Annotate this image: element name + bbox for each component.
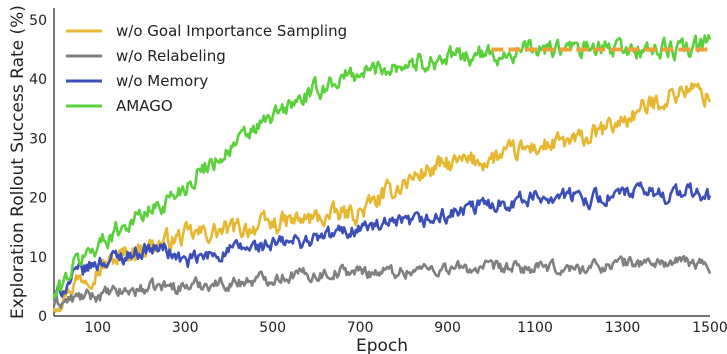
x-tick-label: 1500 (692, 320, 727, 336)
x-axis-ticks: 100 300 500 700 900 1100 1300 1500 (84, 320, 727, 336)
legend-label: w/o Memory (116, 72, 208, 90)
x-tick-label: 500 (259, 320, 286, 336)
y-tick-label: 10 (29, 250, 47, 266)
y-tick-label: 30 (29, 131, 47, 147)
legend-label: AMAGO (116, 97, 173, 115)
y-tick-label: 0 (38, 309, 47, 325)
y-axis-title: Exploration Rollout Success Rate (%) (8, 5, 28, 319)
x-tick-label: 1100 (517, 320, 553, 336)
legend-label: w/o Relabeling (116, 47, 226, 65)
x-tick-label: 300 (172, 320, 199, 336)
x-tick-label: 700 (347, 320, 374, 336)
legend-label: w/o Goal Importance Sampling (116, 22, 347, 40)
x-tick-label: 100 (84, 320, 111, 336)
x-axis-title: Epoch (356, 336, 408, 354)
plot-lines (52, 33, 712, 314)
y-tick-label: 40 (29, 72, 47, 88)
x-tick-label: 1300 (605, 320, 641, 336)
y-tick-label: 50 (29, 13, 47, 29)
y-axis-ticks: 0 10 20 30 40 50 (29, 13, 47, 325)
series-line (52, 82, 712, 314)
series-line (52, 254, 712, 310)
legend: w/o Goal Importance Sampling w/o Relabeli… (66, 22, 347, 115)
x-tick-label: 900 (434, 320, 461, 336)
axes (53, 8, 710, 317)
series-line (52, 181, 712, 301)
y-tick-label: 20 (29, 191, 47, 207)
